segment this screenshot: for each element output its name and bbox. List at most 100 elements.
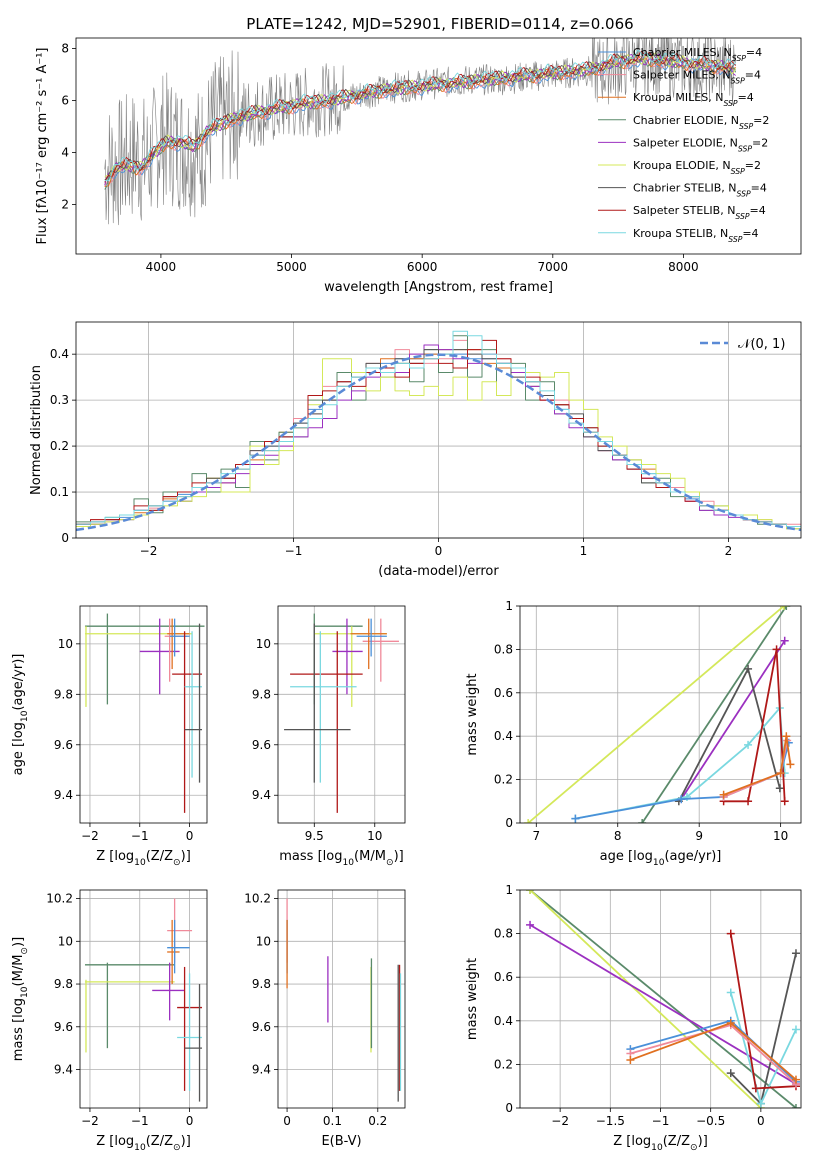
axes-frame [75, 37, 802, 255]
label-part: (Z/Z [146, 849, 173, 864]
spectrum-legend: Chabrier MILES, NSSP=4 Salpeter MILES, NS… [598, 46, 769, 243]
plus-marker [782, 732, 791, 741]
axes-frame [277, 889, 406, 1109]
axes-frame [277, 605, 406, 824]
y-tick-label: 10 [58, 934, 73, 948]
y-tick-label: 9.6 [252, 738, 271, 752]
label-part: Z [log [96, 1134, 134, 1149]
label-script: 10 [20, 986, 30, 998]
plus-marker [776, 769, 785, 778]
x-tick-label: 0 [283, 1114, 291, 1128]
label-script: ⊙ [690, 1143, 698, 1153]
plot-area [284, 613, 399, 813]
y-tick-label: 0.6 [494, 686, 513, 700]
x-tick-label: 2 [725, 544, 733, 558]
plot-area [76, 330, 801, 532]
legend-label: Salpeter MILES, NSSP=4 [633, 69, 761, 86]
plus-marker [719, 790, 728, 799]
y-tick-label: 9.8 [252, 687, 271, 701]
errorbar-point [167, 919, 190, 974]
y-tick-label: 9.4 [54, 788, 73, 802]
errorbar-point [84, 979, 175, 1053]
x-tick-label: 0 [435, 544, 443, 558]
label-script: 10 [342, 858, 354, 868]
legend-suffix: =4 [742, 227, 758, 240]
legend-label: Salpeter STELIB, NSSP=4 [633, 204, 766, 221]
label-script: ⊙ [173, 1143, 181, 1153]
y-tick-label: 10.2 [244, 892, 271, 906]
x-tick-label: 10 [367, 829, 382, 843]
y-tick-label: 0.2 [494, 773, 513, 787]
y-tick-label: 9.8 [54, 687, 73, 701]
label-part: age [log [600, 849, 653, 864]
x-tick-label: 0.2 [368, 1114, 387, 1128]
errorbar-point [356, 618, 387, 657]
label-part: )] [181, 849, 191, 864]
plus-marker [772, 645, 781, 654]
plus-marker [626, 1056, 635, 1065]
weight-line [680, 640, 786, 800]
plus-marker [726, 1069, 735, 1078]
y-tick-label: 0.8 [494, 642, 513, 656]
label-part: (data-model)/error [378, 564, 499, 579]
legend-label: Chabrier MILES, NSSP=4 [633, 46, 762, 63]
mass-vs-ebv-panel: 0 0.1 0.2 9.4 9.6 9.8 10 10.2 E(B-V) [244, 889, 406, 1149]
legend-suffix: =2 [745, 159, 761, 172]
plus-marker [571, 814, 580, 823]
x-tick-label: 7 [532, 829, 540, 843]
label-part: mass [log [11, 998, 26, 1061]
y-tick-label: 9.6 [54, 1020, 73, 1034]
weight-line [641, 606, 788, 823]
legend-sub: SSP [731, 167, 745, 176]
plus-marker [524, 819, 533, 823]
legend-suffix: =4 [751, 182, 767, 195]
x-axis-label: wavelength [Angstrom, rest frame] [324, 280, 553, 295]
y-tick-label: 0 [505, 1101, 513, 1115]
errorbar-point [184, 984, 203, 1102]
weight-line [529, 890, 762, 1108]
y-tick-label: 0.4 [494, 729, 513, 743]
errorbar-point [350, 618, 387, 670]
y-tick-label: 0 [505, 816, 513, 830]
plus-marker [526, 890, 535, 894]
axes-frame [75, 321, 802, 539]
errorbar-point [152, 962, 185, 1021]
legend-text: Kroupa STELIB, N [633, 227, 728, 240]
label-script: 10 [20, 710, 30, 722]
y-tick-label: 10 [58, 637, 73, 651]
label-part: Z [log [613, 1134, 651, 1149]
label-part: Normed distribution [29, 365, 44, 495]
plus-marker [791, 1025, 800, 1034]
y-tick-label: 9.6 [252, 1020, 271, 1034]
y-tick-label: 1 [505, 599, 513, 613]
x-tick-label: 10 [773, 829, 788, 843]
label-script: ⊙ [173, 858, 181, 868]
label-script: ⊙ [386, 858, 394, 868]
legend-label: 𝒩(0, 1) [738, 337, 785, 352]
y-axis-label: age [log10(age/yr)] [11, 654, 30, 776]
legend-sub: SSP [737, 189, 751, 198]
label-part: )] [181, 1134, 191, 1149]
histogram-step [76, 358, 801, 530]
errorbar-point [139, 618, 180, 695]
model-spectrum-line [104, 51, 736, 183]
errorbar-point [84, 626, 193, 707]
axes-frame [519, 889, 802, 1109]
label-part: mass weight [465, 958, 480, 1040]
legend-sub: SSP [735, 212, 749, 221]
legend-label: Kroupa ELODIE, NSSP=2 [633, 159, 761, 176]
label-script: 10 [651, 1143, 663, 1153]
y-tick-label: 0.1 [50, 485, 69, 499]
legend-suffix: =4 [738, 91, 754, 104]
x-tick-label: 6000 [407, 260, 438, 274]
label-part: Z [log [96, 849, 134, 864]
plus-marker [526, 920, 535, 929]
legend-sub: SSP [723, 99, 737, 108]
legend-text: Kroupa ELODIE, N [633, 159, 731, 172]
plus-marker [726, 1018, 735, 1027]
gaussian-curve [76, 353, 801, 532]
label-script: 10 [653, 858, 665, 868]
legend-suffix: =4 [746, 46, 762, 59]
